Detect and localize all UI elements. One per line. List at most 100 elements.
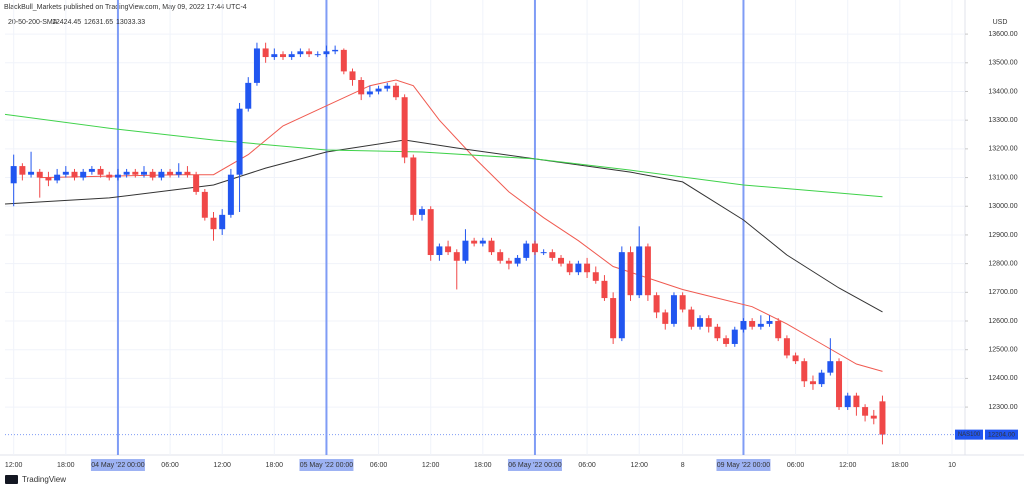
candle-body: [97, 168, 104, 175]
candle-body: [670, 295, 677, 324]
candle-body: [366, 91, 373, 95]
candle: [167, 168, 174, 178]
candle-body: [271, 54, 278, 58]
candle: [297, 48, 304, 58]
symbol-label: NAS100: [958, 432, 981, 438]
candle: [827, 338, 834, 376]
candle: [314, 51, 321, 58]
x-tick-label: 12:00: [422, 462, 440, 469]
candle-body: [627, 252, 634, 296]
candle-body: [210, 217, 217, 230]
candle: [19, 163, 26, 181]
candle: [479, 237, 486, 247]
candle: [488, 237, 495, 256]
candle-body: [427, 209, 434, 256]
x-tick-label: 06:00: [787, 462, 805, 469]
candle-body: [610, 298, 617, 339]
candle-body: [636, 246, 643, 296]
y-tick-label: 13200.00: [988, 146, 1017, 153]
candle: [427, 206, 434, 261]
last-price-label: 12204.00: [988, 431, 1015, 438]
candle-body: [592, 272, 599, 281]
candle-body: [323, 51, 330, 55]
candle: [436, 243, 443, 261]
candle-body: [505, 260, 512, 264]
candle-body: [114, 174, 121, 178]
candle: [227, 168, 234, 218]
candle: [783, 335, 790, 359]
candle: [766, 315, 773, 327]
candle-body: [227, 174, 234, 215]
candle: [697, 315, 704, 330]
x-tick-label: 06:00: [578, 462, 596, 469]
candle-body: [740, 321, 747, 330]
candle: [62, 166, 69, 178]
candle-body: [558, 257, 565, 264]
y-tick-label: 13600.00: [988, 31, 1017, 38]
candle: [818, 369, 825, 388]
candle: [253, 42, 260, 86]
candle-body: [584, 263, 591, 273]
candle-body: [601, 280, 608, 299]
y-tick-label: 12700.00: [988, 289, 1017, 296]
x-tick-label: 18:00: [891, 462, 909, 469]
candle: [97, 166, 104, 178]
candle: [844, 392, 851, 410]
candle: [757, 315, 764, 330]
candle: [236, 102, 243, 212]
candle-body: [141, 171, 148, 175]
candle-body: [723, 338, 730, 344]
candle-body: [401, 97, 408, 158]
candle-body: [688, 309, 695, 327]
candle: [679, 292, 686, 313]
candle: [670, 292, 677, 327]
candle-body: [445, 246, 452, 253]
candle: [662, 309, 669, 330]
candle: [749, 318, 756, 330]
candle-body: [54, 174, 61, 181]
x-tick-highlight: [716, 459, 771, 471]
y-tick-label: 12900.00: [988, 232, 1017, 239]
candle-body: [123, 171, 130, 175]
candle-body: [175, 171, 182, 175]
candle: [497, 249, 504, 264]
logo-icon: [5, 475, 18, 484]
x-tick-label: 18:00: [266, 462, 284, 469]
candle-body: [288, 54, 295, 58]
candle-body: [836, 361, 843, 408]
candle-body: [462, 240, 469, 261]
candle-body: [514, 257, 521, 264]
candle: [262, 42, 269, 63]
candle: [340, 48, 347, 75]
header: BlackBull_Markets published on TradingVi…: [4, 4, 247, 11]
candle: [358, 77, 365, 101]
candle: [349, 68, 356, 86]
candle: [723, 335, 730, 347]
candle-body: [358, 80, 365, 95]
y-tick-label: 12400.00: [988, 375, 1017, 382]
candle-body: [149, 171, 156, 178]
candle: [792, 352, 799, 365]
candle-body: [306, 51, 313, 55]
candle: [54, 168, 61, 184]
candle-body: [644, 246, 651, 296]
candle: [836, 358, 843, 410]
candle: [740, 318, 747, 333]
candle: [419, 206, 426, 221]
candle-body: [10, 166, 17, 184]
candle: [505, 257, 512, 270]
candle-body: [340, 49, 347, 72]
x-tick-label: 10: [948, 462, 956, 469]
candle: [618, 246, 625, 342]
candle-body: [566, 263, 573, 273]
candle: [210, 211, 217, 241]
moving-average-line: [4, 113, 883, 198]
candle: [523, 240, 530, 261]
candle: [549, 249, 556, 261]
candle: [514, 255, 521, 267]
candle: [462, 229, 469, 264]
candle: [306, 48, 313, 58]
candle-body: [410, 157, 417, 215]
candle-body: [314, 54, 321, 56]
